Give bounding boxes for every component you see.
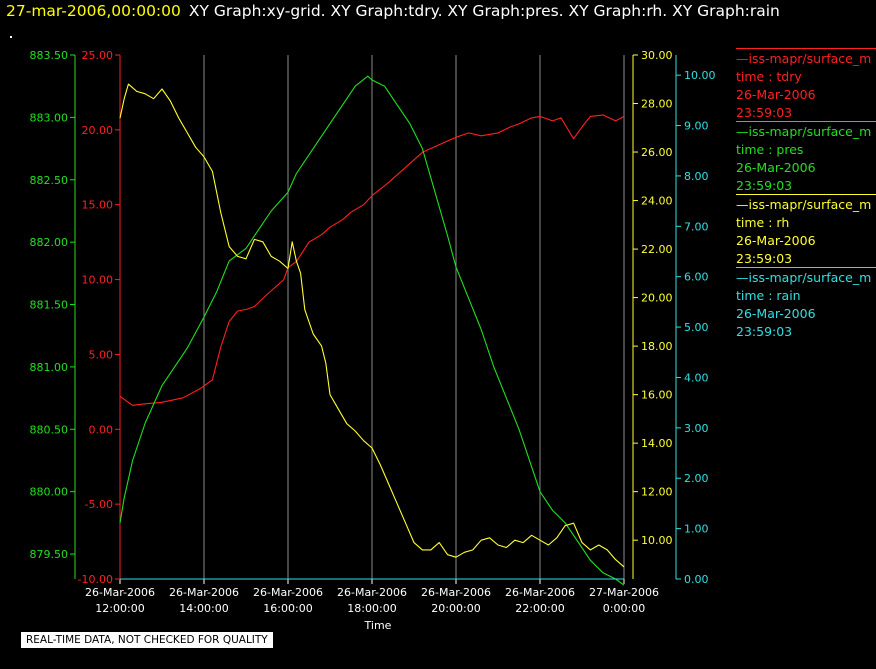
pres-tick-label: 882.50 [30, 174, 69, 187]
x-axis-label: Time [364, 619, 392, 632]
tdry-tick-label: 0.00 [89, 423, 114, 436]
series-pres [119, 75, 625, 586]
x-tick-time: 12:00:00 [95, 602, 144, 615]
legend-date: 26-Mar-2006 [736, 233, 816, 248]
rain-tick-label: 1.00 [684, 523, 709, 536]
legend-source: —iss-mapr/surface_m [736, 197, 872, 212]
rh-tick-label: 14.00 [641, 437, 673, 450]
rain-tick-label: 5.00 [684, 321, 709, 334]
rh-tick-label: 12.00 [641, 486, 673, 499]
rain-tick-label: 9.00 [684, 120, 709, 133]
graph-header: 27-mar-2006,00:00:00 XY Graph:xy-grid. XY… [6, 2, 780, 24]
x-tick-time: 0:00:00 [603, 602, 645, 615]
rh-tick-label: 20.00 [641, 292, 673, 305]
rain-tick-label: 8.00 [684, 170, 709, 183]
legend-var: time : rain [736, 288, 801, 303]
rh-tick-label: 16.00 [641, 389, 673, 402]
x-tick-date: 26-Mar-2006 [169, 586, 239, 599]
quality-note: REAL-TIME DATA, NOT CHECKED FOR QUALITY [20, 631, 274, 649]
legend-var: time : pres [736, 142, 804, 157]
rain-tick-label: 7.00 [684, 220, 709, 233]
legend-time: 23:59:03 [736, 105, 793, 120]
rh-tick-label: 28.00 [641, 98, 673, 111]
pres-tick-label: 882.00 [30, 236, 69, 249]
tdry-tick-label: -10.00 [78, 573, 113, 586]
pres-tick-label: 881.50 [30, 299, 69, 312]
x-tick-time: 18:00:00 [347, 602, 396, 615]
rh-tick-label: 24.00 [641, 195, 673, 208]
legend-date: 26-Mar-2006 [736, 306, 816, 321]
header-graph-list: XY Graph:xy-grid. XY Graph:tdry. XY Grap… [188, 2, 780, 20]
legend-source: —iss-mapr/surface_m [736, 51, 872, 66]
legend-source: —iss-mapr/surface_m [736, 124, 872, 139]
pres-tick-label: 880.00 [30, 486, 69, 499]
rain-tick-label: 6.00 [684, 271, 709, 284]
legend: —iss-mapr/surface_m time : tdry 26-Mar-200… [736, 48, 876, 340]
pres-tick-label: 883.50 [30, 49, 69, 62]
x-tick-date: 26-Mar-2006 [505, 586, 575, 599]
tdry-tick-label: 25.00 [82, 49, 114, 62]
xy-graph: 26-Mar-2006 12:00:00 26-Mar-2006 14:00:00 26… [30, 49, 716, 632]
legend-time: 23:59:03 [736, 178, 793, 193]
x-tick-date: 27-Mar-2006 [589, 586, 659, 599]
series-rh [119, 83, 625, 568]
legend-source: —iss-mapr/surface_m [736, 270, 872, 285]
legend-var: time : rh [736, 215, 790, 230]
rh-tick-label: 30.00 [641, 49, 673, 62]
rh-tick-label: 22.00 [641, 243, 673, 256]
pres-tick-label: 880.50 [30, 423, 69, 436]
header-date: 27-mar-2006,00:00:00 [6, 2, 181, 20]
tdry-tick-label: 5.00 [89, 348, 114, 361]
rain-tick-label: 0.00 [684, 573, 709, 586]
x-tick-date: 26-Mar-2006 [337, 586, 407, 599]
rain-tick-label: 2.00 [684, 472, 709, 485]
tdry-tick-label: -5.00 [85, 498, 113, 511]
rh-tick-label: 18.00 [641, 340, 673, 353]
legend-time: 23:59:03 [736, 324, 793, 339]
x-tick-time: 20:00:00 [431, 602, 480, 615]
tdry-tick-label: 10.00 [82, 274, 114, 287]
x-tick-date: 26-Mar-2006 [85, 586, 155, 599]
legend-date: 26-Mar-2006 [736, 87, 816, 102]
pres-tick-label: 881.00 [30, 361, 69, 374]
series-tdry [119, 114, 625, 406]
x-tick-time: 14:00:00 [179, 602, 228, 615]
x-tick-time: 22:00:00 [515, 602, 564, 615]
cursor-dot [10, 36, 12, 38]
legend-var: time : tdry [736, 69, 802, 84]
tdry-tick-label: 15.00 [82, 199, 114, 212]
rain-tick-label: 3.00 [684, 422, 709, 435]
rh-tick-label: 10.00 [641, 534, 673, 547]
legend-date: 26-Mar-2006 [736, 160, 816, 175]
pres-tick-label: 879.50 [30, 548, 69, 561]
tdry-tick-label: 20.00 [82, 124, 114, 137]
x-tick-time: 16:00:00 [263, 602, 312, 615]
rain-tick-label: 4.00 [684, 371, 709, 384]
legend-time: 23:59:03 [736, 251, 793, 266]
rain-tick-label: 10.00 [684, 69, 716, 82]
pres-tick-label: 883.00 [30, 111, 69, 124]
rh-tick-label: 26.00 [641, 146, 673, 159]
x-tick-date: 26-Mar-2006 [253, 586, 323, 599]
x-tick-date: 26-Mar-2006 [421, 586, 491, 599]
